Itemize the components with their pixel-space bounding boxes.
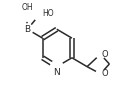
Circle shape <box>51 60 63 73</box>
Text: O: O <box>101 50 108 59</box>
Circle shape <box>19 5 35 21</box>
Text: OH: OH <box>22 3 33 12</box>
Text: HO: HO <box>43 9 54 18</box>
Text: N: N <box>53 68 60 77</box>
Circle shape <box>96 50 105 59</box>
Text: B: B <box>24 25 31 34</box>
Circle shape <box>33 5 49 21</box>
Circle shape <box>22 24 33 35</box>
Text: O: O <box>101 69 108 78</box>
Circle shape <box>96 69 105 78</box>
